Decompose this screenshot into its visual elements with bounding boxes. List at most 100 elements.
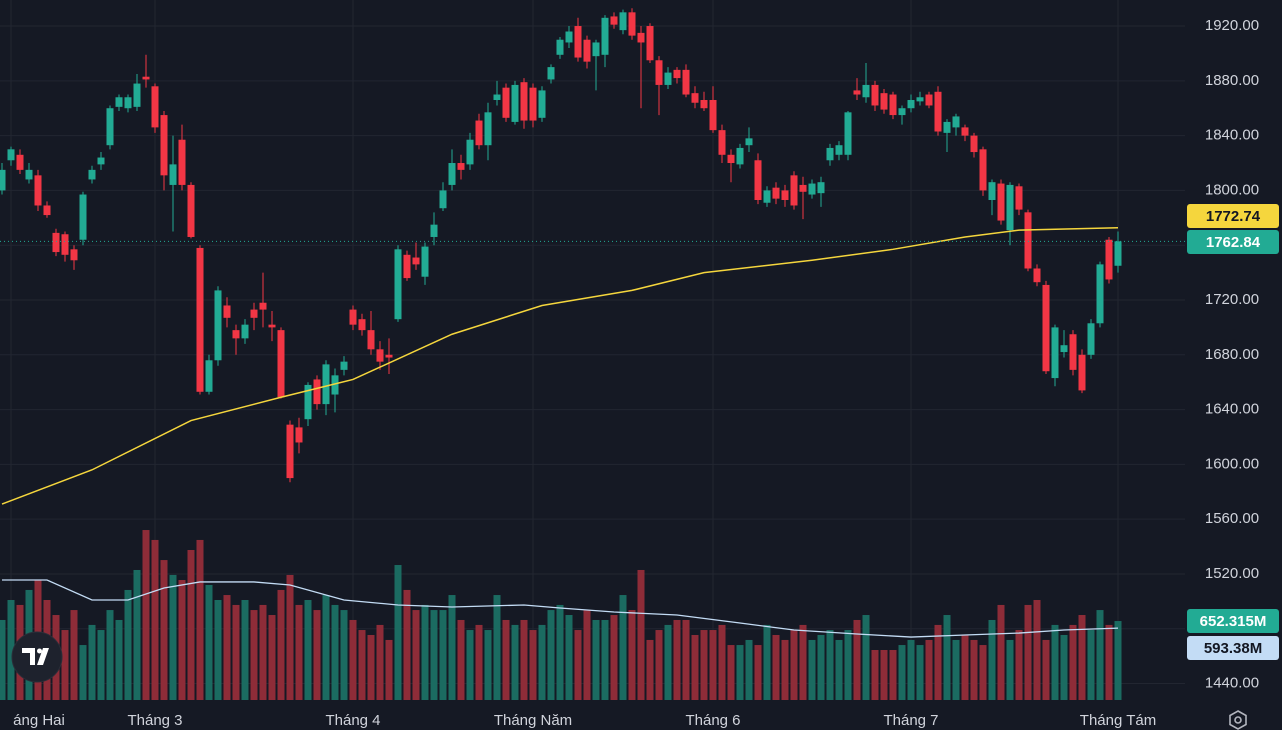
- volume-label: 652.315M: [1200, 613, 1267, 630]
- volume-bar: [0, 619, 6, 700]
- volume-bar: [133, 569, 141, 700]
- candle-body: [1051, 327, 1059, 379]
- candle-body: [574, 26, 582, 58]
- candle-body: [1006, 184, 1014, 231]
- volume-bar: [754, 645, 762, 700]
- candle-body: [547, 67, 555, 80]
- candle-body: [655, 60, 663, 85]
- candle-body: [736, 147, 744, 165]
- volume-bar: [520, 619, 528, 700]
- logo[interactable]: [11, 631, 63, 683]
- volume-bar: [295, 604, 303, 700]
- x-tick-label: Tháng Tám: [1080, 712, 1156, 729]
- candle-body: [475, 120, 483, 146]
- volume-bar: [349, 619, 357, 700]
- volume-bar: [565, 615, 573, 700]
- y-tick-label: 1880.00: [1205, 72, 1259, 89]
- volume-bar: [358, 630, 366, 700]
- volume-bar: [493, 595, 501, 700]
- volume-bar: [835, 639, 843, 700]
- volume-bar: [1114, 621, 1122, 700]
- candle-body: [34, 175, 42, 206]
- candle-body: [709, 100, 717, 131]
- volume-bar: [745, 639, 753, 700]
- volume-bar: [214, 600, 222, 700]
- candle-body: [178, 139, 186, 185]
- candle-body: [979, 149, 987, 191]
- y-tick-label: 1600.00: [1205, 455, 1259, 472]
- volume-bar: [394, 565, 402, 700]
- volume-bar: [781, 639, 789, 700]
- volume-bar: [970, 639, 978, 700]
- volume-bar: [115, 619, 123, 700]
- volume-bar: [169, 574, 177, 700]
- volume-bar: [790, 630, 798, 700]
- candle-body: [457, 163, 465, 170]
- candle-body: [502, 87, 510, 118]
- volume-bar: [808, 639, 816, 700]
- x-tick-label: Tháng 3: [127, 712, 182, 729]
- y-tick-label: 1520.00: [1205, 565, 1259, 582]
- candle-body: [268, 324, 276, 328]
- volume-bar: [223, 595, 231, 700]
- candle-body: [304, 384, 312, 420]
- volume-bar: [538, 624, 546, 700]
- candle-body: [1114, 241, 1122, 266]
- volume-bar: [889, 650, 897, 700]
- volume-bar: [637, 569, 645, 700]
- candle-body: [61, 234, 69, 255]
- candle-body: [1078, 354, 1086, 391]
- candle-body: [70, 249, 78, 261]
- volume-bar: [484, 630, 492, 700]
- x-tick-label: Tháng 6: [685, 712, 740, 729]
- candle-body: [619, 12, 627, 31]
- candle-body: [754, 160, 762, 200]
- volume-bar: [448, 595, 456, 700]
- volume-bar: [475, 624, 483, 700]
- volume-bar: [286, 574, 294, 700]
- volume-bar: [7, 600, 15, 700]
- candle-body: [1033, 268, 1041, 283]
- volume-bar: [772, 634, 780, 700]
- candle-body: [997, 183, 1005, 221]
- volume-bar: [232, 604, 240, 700]
- candle-body: [925, 94, 933, 106]
- candle-body: [538, 90, 546, 118]
- candle-body: [169, 164, 177, 185]
- volume-bar: [952, 639, 960, 700]
- volume-bar: [862, 615, 870, 700]
- candle-body: [1105, 239, 1113, 280]
- settings-icon[interactable]: [1229, 710, 1247, 730]
- candle-body: [322, 364, 330, 405]
- candle-body: [826, 147, 834, 161]
- candle-body: [835, 145, 843, 155]
- candle-body: [1069, 334, 1077, 370]
- candle-body: [700, 100, 708, 109]
- volume-bar: [106, 610, 114, 700]
- candle-body: [637, 32, 645, 43]
- candle-body: [466, 139, 474, 165]
- candle-body: [88, 169, 96, 180]
- volume-bar: [340, 610, 348, 700]
- volume-ma-label-box: [1187, 636, 1279, 660]
- volume-bar: [709, 630, 717, 700]
- candle-body: [295, 427, 303, 443]
- candle-body: [79, 194, 87, 240]
- volume-bar: [1033, 600, 1041, 700]
- volume-bar: [871, 650, 879, 700]
- volume-bar: [1042, 639, 1050, 700]
- volume-bar: [691, 634, 699, 700]
- candle-body: [916, 97, 924, 102]
- y-tick-label: 1640.00: [1205, 401, 1259, 418]
- candle-body: [106, 108, 114, 146]
- y-tick-label: 1800.00: [1205, 181, 1259, 198]
- volume-bar: [430, 610, 438, 700]
- volume-bar: [844, 630, 852, 700]
- candle-body: [1087, 323, 1095, 355]
- volume-bar: [925, 639, 933, 700]
- candle-body: [160, 115, 168, 176]
- y-tick-label: 1920.00: [1205, 17, 1259, 34]
- candle-body: [493, 94, 501, 100]
- candle-body: [583, 39, 591, 62]
- candle-body: [367, 330, 375, 350]
